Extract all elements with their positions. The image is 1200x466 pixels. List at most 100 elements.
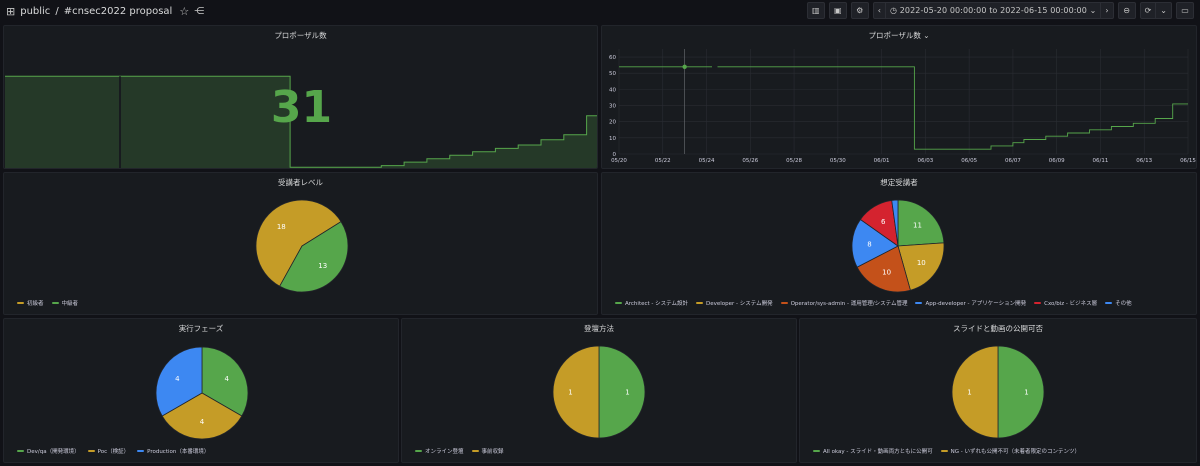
panel-title: プロポーザル数 ⌄ [602,30,1196,41]
stat-value: 31 [271,82,332,133]
pie-slice [897,242,945,291]
toolbar: ▥ ▣ ⚙ ‹ ◷ 2022-05-20 00:00:00 to 2022-06… [806,2,1194,19]
legend-swatch [17,450,24,452]
level-pie-panel[interactable]: 受講者レベル 18 13 初級者 中級者 [3,172,598,315]
legend-swatch [615,302,622,304]
folder-link[interactable]: public [20,5,51,17]
panel-title: 受講者レベル [278,178,323,187]
chevron-left-icon: ‹ [877,6,881,15]
timeseries-panel[interactable]: プロポーザル数 ⌄ 0 10 20 30 40 50 60 05/20 05/22 05/24 05… [601,25,1197,169]
pie-slice [897,199,945,247]
settings-button[interactable]: ⚙ [850,2,869,19]
legend-label: Cxo/biz - ビジネス層 [1044,301,1098,307]
legend-item[interactable]: Cxo/biz - ビジネス層 [1034,299,1097,307]
legend-label: Developer - システム開発 [705,301,773,307]
zoom-out-button[interactable]: ⊖ [1117,2,1136,19]
refresh-interval-dropdown[interactable]: ⌄ [1155,3,1171,18]
time-forward-button[interactable]: › [1100,3,1112,18]
refresh-group: ⟳ ⌄ [1139,2,1172,19]
legend-item[interactable]: NG - いずれも公開不可（未着者限定のコンテンツ） [940,447,1080,455]
pie-slice [279,221,349,293]
legend-label: Production（本番環境） [147,449,210,455]
time-picker-group: ‹ ◷ 2022-05-20 00:00:00 to 2022-06-15 00… [872,2,1114,19]
chevron-down-icon[interactable]: ⌄ [923,31,930,40]
timeseries-chart: 0 10 20 30 40 50 60 05/20 05/22 05/24 05/26 05/28 05… [609,49,1196,164]
legend-item[interactable]: Dev/qa（開発環境） [17,447,80,455]
stat-area [5,76,597,168]
legend-item[interactable]: Architect - システム設計 [615,299,688,307]
legend-item[interactable]: 初級者 [17,299,44,307]
legend-label: NG - いずれも公開不可（未着者限定のコンテンツ） [950,449,1080,455]
legend-swatch [915,302,923,304]
add-panel-button[interactable]: ▥ [806,2,825,19]
x-tick-label: 06/15 [1180,158,1196,164]
y-tick-label: 40 [609,87,616,93]
x-tick-label: 06/09 [1049,158,1065,164]
slice-value-label: 10 [882,269,891,277]
legend: All okay - スライド・動画両方ともに公開可 NG - いずれも公開不可（… [813,447,1080,455]
pie-slice [155,346,203,417]
slice-value-label: 4 [224,375,229,383]
legend-label: 初級者 [27,301,44,307]
legend-item[interactable]: Production（本番環境） [137,447,209,455]
legend-label: オンライン登壇 [425,449,464,455]
legend: オンライン登壇 事前収録 [415,447,504,455]
slice-value-label: 1 [967,389,971,397]
pie-slice [891,199,899,247]
legend-item[interactable]: All okay - スライド・動画両方ともに公開可 [813,447,933,455]
x-tick-label: 05/24 [699,158,715,164]
stat-line [5,75,597,168]
chevron-down-icon: ⌄ [1086,6,1097,15]
legend-item[interactable]: Operator/sys-admin - 運用管理/システム管理 [780,299,908,307]
stat-panel[interactable]: プロポーザル数 31 [3,25,598,169]
tv-mode-button[interactable]: ▭ [1176,2,1194,19]
x-tick-label: 05/22 [655,158,671,164]
dashboard-title[interactable]: #cnsec2022 proposal [63,5,173,17]
panel-title: プロポーザル数 [274,31,327,40]
legend-item[interactable]: Developer - システム開発 [695,299,773,307]
tv-mode-icon: ▭ [1181,6,1189,15]
legend-swatch [1105,302,1113,304]
audience-pie-panel[interactable]: 想定受講者 11 10 10 8 6 Architect - システム設計 Develop… [601,172,1197,315]
legend-label: その他 [1115,301,1132,307]
x-tick-label: 05/28 [786,158,802,164]
legend-item[interactable]: オンライン登壇 [415,447,464,455]
y-tick-label: 60 [609,55,616,61]
star-icon[interactable]: ☆ [179,4,190,18]
slice-value-label: 10 [917,259,926,267]
slice-value-label: 1 [568,389,572,397]
share-icon[interactable]: ⋲ [194,5,205,17]
phase-pie-chart: 4 4 4 [155,346,249,440]
time-range-picker[interactable]: ◷ 2022-05-20 00:00:00 to 2022-06-15 00:0… [884,3,1100,18]
legend-item[interactable]: その他 [1105,299,1132,307]
save-button[interactable]: ▣ [828,2,847,19]
slice-value-label: 1 [625,389,629,397]
y-tick-label: 30 [609,104,616,110]
slice-value-label: 4 [200,418,205,426]
pie-slice [598,345,646,439]
legend-item[interactable]: Poc（検証） [87,447,129,455]
pie-slice [201,346,249,417]
legend-item[interactable]: App-developer - アプリケーション開発 [915,299,1026,307]
x-tick-label: 06/03 [917,158,933,164]
legend-item[interactable]: 事前収録 [471,447,504,455]
legend-item[interactable]: 中級者 [51,299,78,307]
x-tick-label: 06/05 [961,158,977,164]
time-back-button[interactable]: ‹ [874,3,885,18]
refresh-button[interactable]: ⟳ [1141,3,1156,18]
legend-swatch [51,302,59,304]
legend-label: All okay - スライド・動画両方ともに公開可 [823,449,933,455]
legend: Architect - システム設計 Developer - システム開発 Oper… [615,299,1132,307]
legend-swatch [87,450,95,452]
hover-point [682,64,687,69]
slice-value-label: 4 [175,375,180,383]
apps-icon[interactable]: ⊞ [6,4,16,18]
slice-value-label: 1 [1024,389,1028,397]
slice-value-label: 13 [318,262,327,270]
pie-slice [552,345,600,439]
legend-label: Operator/sys-admin - 運用管理/システム管理 [790,301,908,307]
phase-pie-panel[interactable]: 実行フェーズ 4 4 4 Dev/qa（開発環境） Poc（検証） Production… [3,318,399,463]
